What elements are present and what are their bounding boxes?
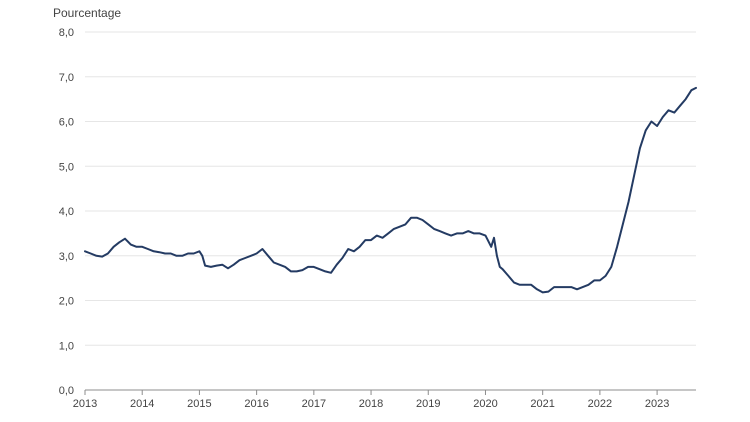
y-tick-label: 4,0 — [59, 206, 74, 218]
x-tick-label: 2019 — [416, 398, 440, 410]
y-tick-label: 0,0 — [59, 385, 74, 397]
y-axis-label: Pourcentage — [53, 6, 121, 20]
series-line-0 — [84, 86, 697, 294]
y-tick-label: 3,0 — [59, 251, 74, 263]
x-tick-label: 2020 — [473, 398, 497, 410]
y-tick-label: 1,0 — [59, 340, 74, 352]
grid-lines — [85, 31, 696, 346]
x-tick-label: 2016 — [244, 398, 268, 410]
y-tick-labels: 0,0 1,0 2,0 3,0 4,0 5,0 6,0 7,0 8,0 — [59, 27, 74, 397]
x-tick-label: 2021 — [530, 398, 554, 410]
x-tick-label: 2014 — [130, 398, 154, 410]
series-layer — [84, 86, 697, 294]
x-ticks: 2013 2014 2015 2016 2017 2018 2019 2020 2021 2022… — [73, 390, 669, 410]
y-tick-label: 7,0 — [59, 72, 74, 84]
x-tick-label: 2013 — [73, 398, 97, 410]
y-tick-label: 8,0 — [59, 27, 74, 39]
x-tick-label: 2023 — [645, 398, 669, 410]
x-tick-label: 2022 — [588, 398, 612, 410]
x-tick-label: 2015 — [187, 398, 211, 410]
x-tick-label: 2017 — [302, 398, 326, 410]
y-tick-label: 2,0 — [59, 296, 74, 308]
y-tick-label: 5,0 — [59, 161, 74, 173]
x-tick-label: 2018 — [359, 398, 383, 410]
y-tick-label: 6,0 — [59, 117, 74, 129]
